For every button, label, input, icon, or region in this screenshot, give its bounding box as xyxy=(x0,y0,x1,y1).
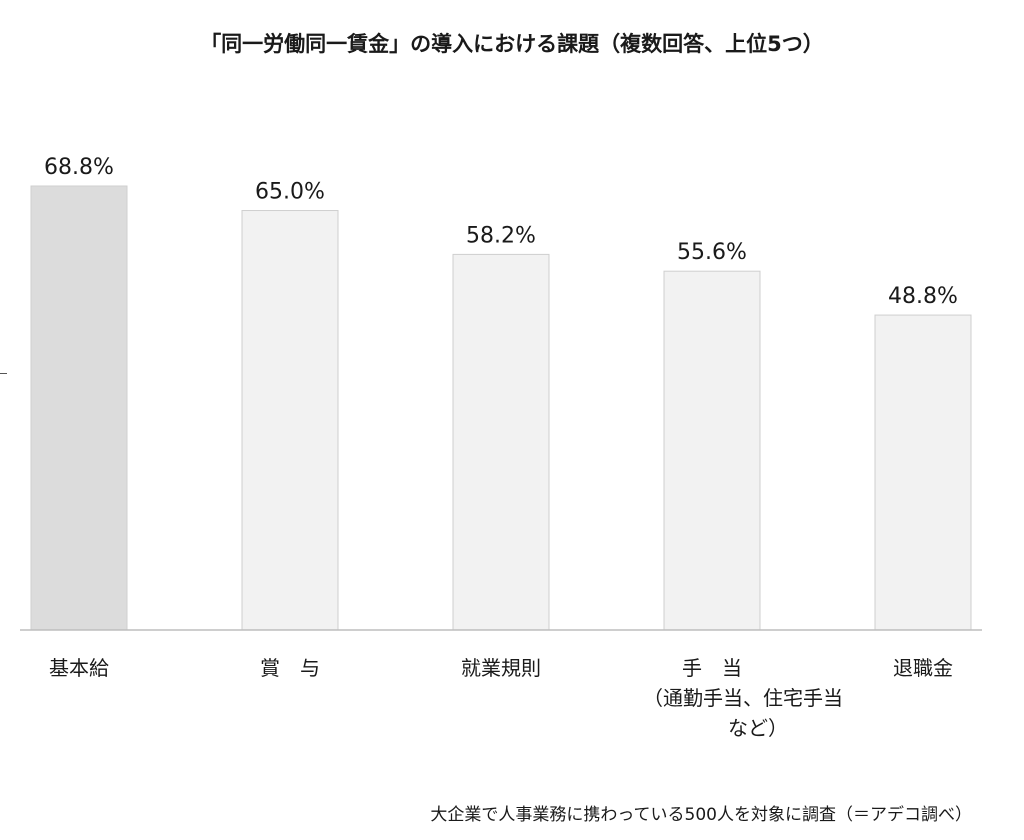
category-label: 手 当 xyxy=(682,656,742,680)
category-label: 賞 与 xyxy=(260,656,320,680)
bar xyxy=(452,253,550,631)
axis-tick-mark xyxy=(0,373,7,374)
category-label: 退職金 xyxy=(893,656,953,680)
category-label: （通勤手当、住宅手当 xyxy=(643,686,843,710)
data-label: 65.0% xyxy=(255,180,325,205)
bar xyxy=(663,270,761,631)
category-label: など） xyxy=(728,716,788,740)
bar xyxy=(241,210,339,631)
data-label: 68.8% xyxy=(44,155,114,180)
data-label: 58.2% xyxy=(466,223,536,248)
category-label: 基本給 xyxy=(49,656,109,680)
data-label: 55.6% xyxy=(677,240,747,265)
category-label: 就業規則 xyxy=(461,656,541,680)
bar xyxy=(30,185,128,631)
chart-title: 「同一労働同一賃金」の導入における課題（複数回答、上位5つ） xyxy=(200,32,824,56)
bar xyxy=(874,314,972,631)
footnote: 大企業で人事業務に携わっている500人を対象に調査（＝アデコ調べ） xyxy=(430,805,972,825)
data-label: 48.8% xyxy=(888,284,958,309)
